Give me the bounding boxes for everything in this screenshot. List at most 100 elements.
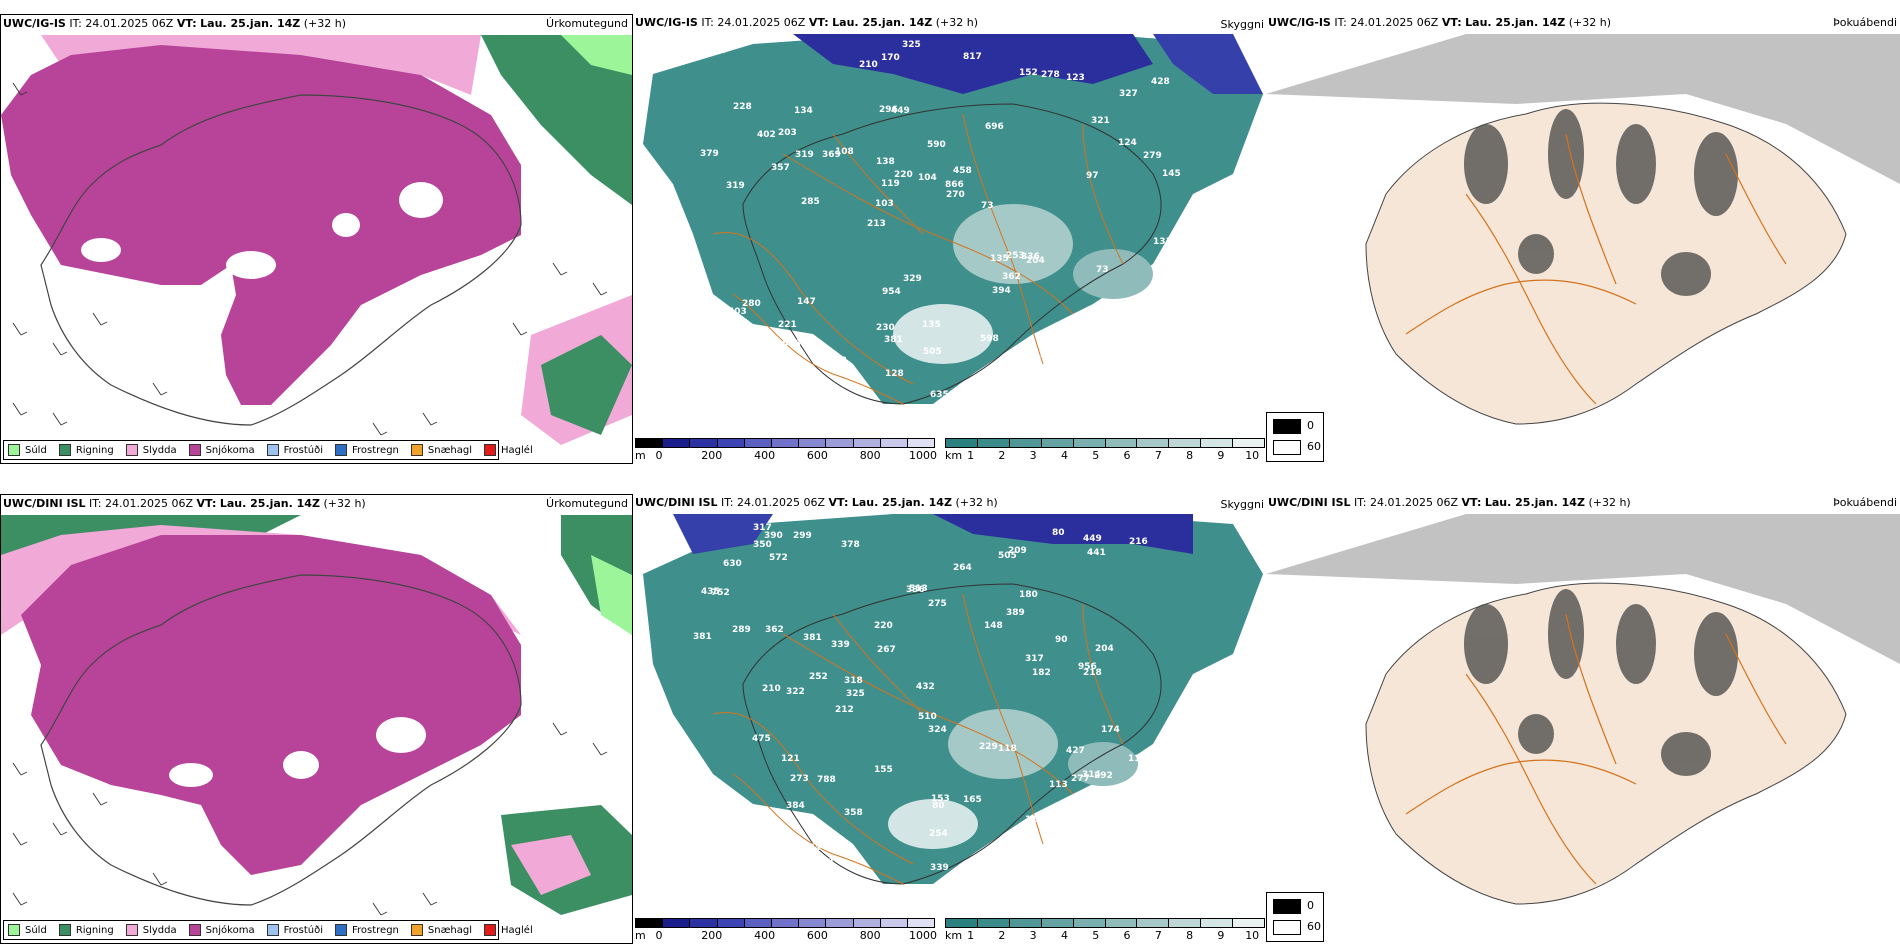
- fog-map: [1266, 514, 1900, 944]
- legend-swatch: [335, 924, 347, 936]
- visibility-value-label: 381: [693, 632, 712, 642]
- legend-item: Snæhagl: [410, 444, 472, 456]
- visibility-value-label: 510: [918, 712, 937, 722]
- visibility-value-label: 213: [867, 219, 886, 229]
- legend-item: Súld: [8, 444, 47, 456]
- colorbar-tick: 8: [1186, 929, 1194, 942]
- visibility-value-label: 170: [881, 53, 900, 63]
- colorbar-tick: 6: [1123, 929, 1131, 942]
- fog-swatch-60: [1273, 440, 1301, 455]
- colorbar-tick: 7: [1154, 929, 1162, 942]
- fog-swatch-60: [1273, 920, 1301, 935]
- visibility-value-label: 135: [922, 320, 941, 330]
- colorbar-segment: [744, 439, 772, 447]
- colorbar-tick: 6: [1123, 449, 1131, 462]
- visibility-value-label: 339: [930, 863, 949, 873]
- colorbar-segment: [1137, 919, 1170, 927]
- visibility-value-label: 278: [1041, 70, 1060, 80]
- visibility-value-label: 994: [752, 849, 771, 859]
- visibility-value-label: 114: [1048, 874, 1067, 884]
- legend-swatch: [266, 924, 279, 936]
- precip-legend: Súld Rigning Slydda Snjókoma Frostúði Fr…: [3, 920, 533, 940]
- colorbar-segment: [946, 439, 978, 447]
- visibility-value-label: 788: [817, 775, 836, 785]
- visibility-value-label: 270: [946, 190, 965, 200]
- panel-header: UWC/DINI ISL IT: 24.01.2025 06Z VT: Lau.…: [1268, 496, 1631, 509]
- visibility-value-label: 317: [1025, 654, 1044, 664]
- visibility-value-label: 432: [916, 682, 935, 692]
- colorbar-tick: 800: [859, 449, 881, 462]
- colorbar-segment: [1041, 439, 1074, 447]
- visibility-value-label: 124: [1118, 138, 1137, 148]
- legend-swatch: [8, 444, 20, 456]
- visibility-value-label: 131: [1153, 237, 1172, 247]
- visibility-value-label: 388: [828, 356, 847, 366]
- colorbar-tick: 600: [806, 929, 828, 942]
- visibility-value-label: 252: [809, 672, 828, 682]
- legend-item: Rigning: [58, 924, 114, 936]
- visibility-value-label: 138: [876, 157, 895, 167]
- visibility-value-label: 319: [726, 181, 745, 191]
- visibility-value-label: 273: [790, 774, 809, 784]
- visibility-value-label: 462: [750, 376, 769, 386]
- legend-item: Snjókoma: [188, 444, 255, 456]
- visibility-value-label: 336: [906, 585, 925, 595]
- fog-swatch-0: [1273, 419, 1301, 434]
- visibility-value-label: 92: [1073, 816, 1086, 826]
- panel-title: Skyggni: [1220, 498, 1264, 511]
- colorbar-tick: 2: [998, 449, 1006, 462]
- colorbar-segment: [880, 439, 908, 447]
- colorbar-tick: 9: [1217, 929, 1225, 942]
- legend-swatch: [125, 444, 138, 456]
- visibility-value-label: 428: [1151, 77, 1170, 87]
- visibility-value-label: 590: [927, 140, 946, 150]
- colorbar-tick: 200: [701, 449, 723, 462]
- visibility-value-label: 954: [882, 287, 901, 297]
- panel-header: UWC/DINI ISL IT: 24.01.2025 06Z VT: Lau.…: [635, 496, 998, 509]
- colorbar-tick: 5: [1092, 929, 1100, 942]
- fog-legend-top: 0 60: [1266, 412, 1324, 462]
- visibility-value-label: 210: [859, 60, 878, 70]
- legend-swatch: [266, 444, 279, 456]
- visibility-colorbar: km 1 2 3 4 5 6 7 8 9 10: [945, 918, 1265, 942]
- panel-title: Úrkomutegund: [546, 17, 628, 30]
- visibility-value-label: 435: [701, 587, 720, 597]
- visibility-value-label: 389: [1006, 608, 1025, 618]
- colorbar-segment: [1233, 919, 1265, 927]
- legend-item: Snæhagl: [410, 924, 472, 936]
- colorbar-segment: [826, 919, 854, 927]
- colorbar-segment: [690, 919, 718, 927]
- visibility-value-label: 324: [928, 725, 947, 735]
- panel-header: UWC/IG-IS IT: 24.01.2025 06Z VT: Lau. 25…: [1268, 16, 1612, 29]
- visibility-value-label: 221: [778, 320, 797, 330]
- visibility-value-label: 598: [782, 339, 801, 349]
- visibility-value-label: 135: [990, 254, 1009, 264]
- colorbar-tick: 10: [1245, 449, 1260, 462]
- visibility-value-label: 275: [928, 599, 947, 609]
- visibility-value-label: 108: [835, 147, 854, 157]
- visibility-value-label: 321: [1091, 116, 1110, 126]
- visibility-value-label: 181: [749, 394, 768, 404]
- visibility-value-label: 220: [894, 170, 913, 180]
- legend-swatch: [410, 924, 423, 936]
- visibility-value-label: 204: [1026, 256, 1045, 266]
- colorbar-tick: 2: [998, 929, 1006, 942]
- visibility-value-label: 461: [816, 857, 835, 867]
- visibility-value-label: 216: [1129, 537, 1148, 547]
- visibility-value-label: 630: [723, 559, 742, 569]
- visibility-value-label: 210: [762, 684, 781, 694]
- colorbar-tick: 1000: [909, 449, 937, 462]
- colorbar-segment: [663, 919, 691, 927]
- colorbar-segment: [1073, 919, 1106, 927]
- cloud-base-colorbar: m 0 200 400 600 800 1000: [635, 918, 937, 942]
- visibility-value-labels: 369 319 327 213 696 462 296 590 280 108 140 598 449 4…: [700, 40, 1181, 404]
- colorbar-unit: m: [635, 449, 646, 462]
- visibility-value-label: 319: [795, 150, 814, 160]
- colorbar-tick: 5: [1092, 449, 1100, 462]
- visibility-value-label: 103: [875, 199, 894, 209]
- cloud-base-colorbar: m 0 200 400 600 800 1000: [635, 438, 937, 462]
- visibility-value-label: 147: [797, 297, 816, 307]
- panel-header: UWC/DINI ISL IT: 24.01.2025 06Z VT: Lau.…: [3, 497, 366, 510]
- legend-swatch: [188, 924, 201, 936]
- visibility-value-label: 390: [764, 531, 783, 541]
